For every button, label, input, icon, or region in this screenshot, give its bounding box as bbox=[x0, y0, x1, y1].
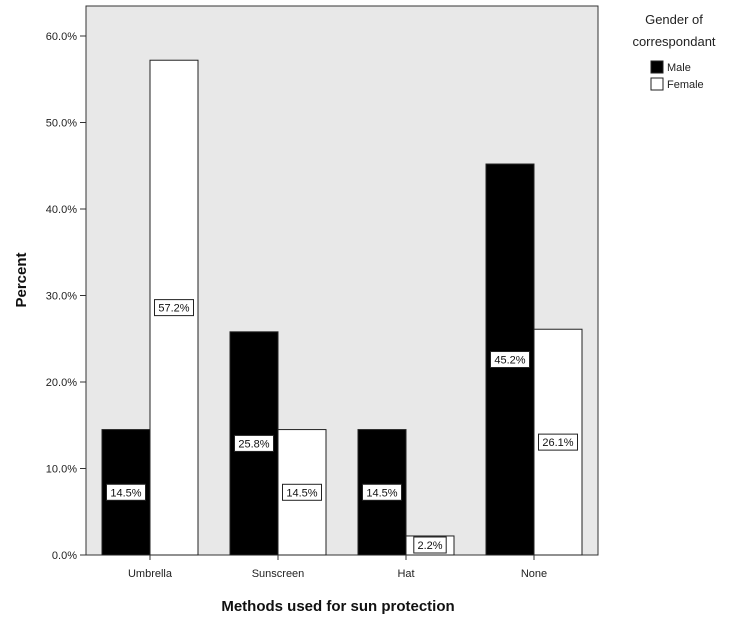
legend-swatch-female bbox=[650, 77, 664, 91]
legend-label-female: Female bbox=[667, 79, 704, 91]
data-label: 45.2% bbox=[494, 355, 525, 367]
data-label-box bbox=[538, 433, 578, 451]
y-tick-label: 10.0% bbox=[46, 464, 77, 476]
y-tick-label: 30.0% bbox=[46, 291, 77, 303]
data-label-box bbox=[234, 434, 274, 452]
data-label-box bbox=[106, 483, 146, 501]
y-axis: 0.0% 10.0% 20.0% 30.0% 40.0% 50.0% 60.0% bbox=[46, 31, 86, 562]
y-axis-title: Percent bbox=[13, 252, 30, 307]
x-axis-title: Methods used for sun protection bbox=[221, 598, 454, 615]
y-tick-label: 40.0% bbox=[46, 204, 77, 216]
legend-title-line2: correspondant bbox=[632, 34, 715, 49]
y-tick-label: 0.0% bbox=[52, 550, 77, 562]
data-label: 14.5% bbox=[286, 487, 317, 499]
legend-title-line1: Gender of bbox=[645, 12, 703, 27]
data-label-box bbox=[490, 351, 530, 369]
x-tick-label: None bbox=[521, 568, 547, 580]
data-label: 2.2% bbox=[417, 540, 442, 552]
x-axis: Umbrella Sunscreen Hat None bbox=[128, 555, 547, 580]
data-label-box bbox=[413, 536, 447, 554]
y-tick-label: 60.0% bbox=[46, 31, 77, 43]
data-label: 25.8% bbox=[238, 438, 269, 450]
x-tick-label: Umbrella bbox=[128, 568, 173, 580]
legend-label-male: Male bbox=[667, 62, 691, 74]
data-label-box bbox=[362, 483, 402, 501]
legend-items: Male Female bbox=[650, 60, 704, 91]
data-label-box bbox=[154, 299, 194, 317]
data-label: 14.5% bbox=[366, 487, 397, 499]
data-label: 57.2% bbox=[158, 303, 189, 315]
x-tick-label: Hat bbox=[397, 568, 414, 580]
bars-group: 14.5% 57.2% 25.8% 14.5% 14.5% 2.2% 45.2% 26.1% bbox=[101, 59, 583, 556]
legend-swatch-male bbox=[650, 60, 664, 74]
legend: Gender of correspondant Male Female bbox=[632, 12, 715, 91]
data-label: 14.5% bbox=[110, 487, 141, 499]
data-label: 26.1% bbox=[542, 437, 573, 449]
x-tick-label: Sunscreen bbox=[252, 568, 305, 580]
data-label-box bbox=[282, 483, 322, 501]
y-tick-label: 20.0% bbox=[46, 377, 77, 389]
y-tick-label: 50.0% bbox=[46, 118, 77, 130]
